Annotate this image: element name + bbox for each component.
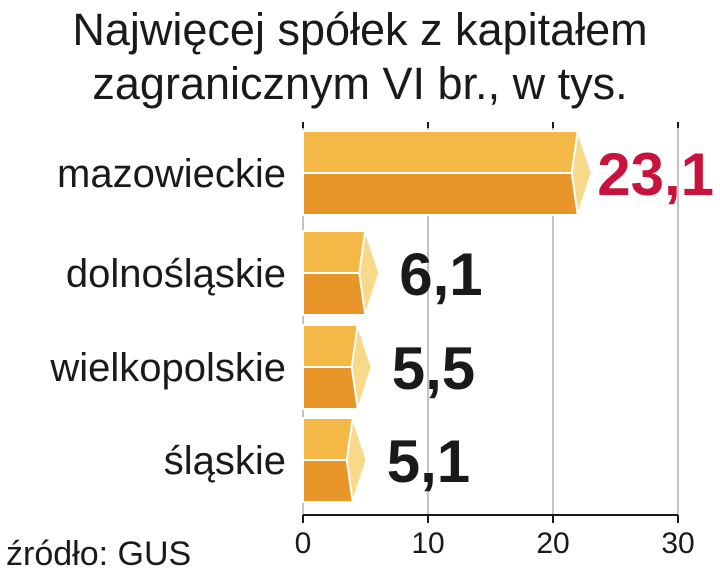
- data-label: 5,1: [387, 428, 470, 495]
- bar-tip: [358, 230, 381, 316]
- category-label: dolnośląskie: [66, 252, 286, 296]
- category-label: mazowieckie: [57, 152, 286, 196]
- source-note: źródło: GUS: [6, 535, 192, 573]
- bar-tip: [345, 417, 368, 503]
- data-label: 6,1: [399, 241, 482, 308]
- data-label: 5,5: [392, 335, 475, 402]
- chart-title-line-2: zagranicznym VI br., w tys.: [92, 58, 628, 109]
- x-tick-label: 30: [661, 527, 694, 560]
- bar-tip: [570, 130, 593, 216]
- x-tick-label: 0: [295, 527, 312, 560]
- data-label: 23,1: [597, 141, 714, 208]
- x-tick-label: 20: [536, 527, 569, 560]
- bar-bottom-face: [302, 172, 594, 216]
- category-label: śląskie: [164, 439, 286, 483]
- bar-top-face: [302, 130, 594, 174]
- bar-tip: [350, 324, 373, 410]
- category-label: wielkopolskie: [49, 346, 286, 390]
- x-tick-label: 10: [411, 527, 444, 560]
- chart-title-line-1: Najwięcej spółek z kapitałem: [72, 4, 648, 55]
